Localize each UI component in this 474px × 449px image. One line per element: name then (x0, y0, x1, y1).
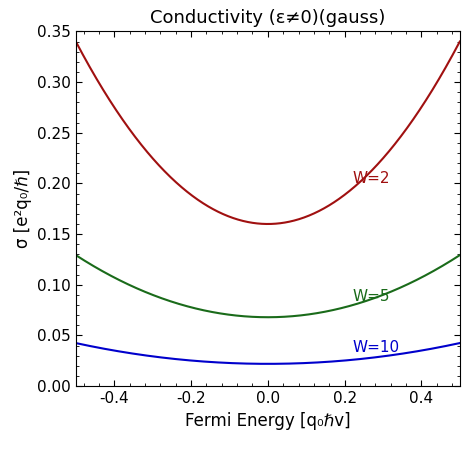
Text: W=5: W=5 (352, 290, 390, 304)
Title: Conductivity (ε≠0)(gauss): Conductivity (ε≠0)(gauss) (150, 9, 385, 27)
Text: W=2: W=2 (352, 171, 390, 186)
X-axis label: Fermi Energy [q₀ℏv]: Fermi Energy [q₀ℏv] (185, 412, 351, 430)
Y-axis label: σ [e²q₀/ℏ]: σ [e²q₀/ℏ] (14, 169, 32, 248)
Text: W=10: W=10 (352, 340, 400, 355)
